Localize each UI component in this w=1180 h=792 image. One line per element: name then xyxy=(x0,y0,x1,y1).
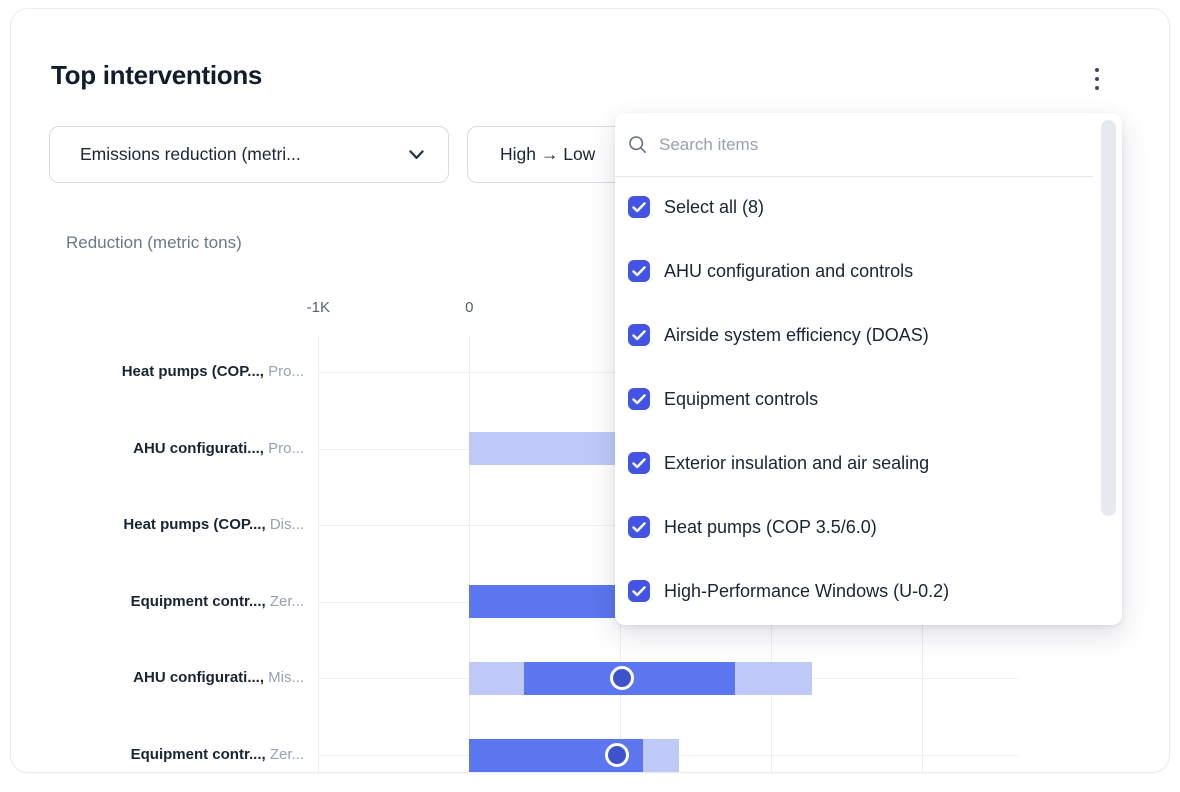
x-gridline xyxy=(469,335,471,772)
scrollbar-thumb[interactable] xyxy=(1101,120,1116,516)
dropdown-item-label: Airside system efficiency (DOAS) xyxy=(664,324,929,345)
search-icon xyxy=(628,135,648,155)
dropdown-item-label: High-Performance Windows (U-0.2) xyxy=(664,580,950,601)
x-tick-label: -1K xyxy=(306,299,330,316)
checkbox-checked-icon[interactable] xyxy=(628,580,650,602)
range-bar-segment xyxy=(642,738,680,772)
median-marker-icon xyxy=(605,743,630,767)
kebab-menu-button[interactable] xyxy=(1083,61,1111,97)
search-input[interactable] xyxy=(659,134,1122,155)
row-label-secondary: Zer... xyxy=(265,592,304,610)
metric-dropdown-button[interactable]: Emissions reduction (metri... xyxy=(49,126,449,183)
dropdown-item-label: AHU configuration and controls xyxy=(664,260,914,281)
dropdown-item[interactable]: Heat pumps (COP 3.5/6.0) xyxy=(615,495,1093,559)
page-title: Top interventions xyxy=(51,60,263,90)
dropdown-item-label: Heat pumps (COP 3.5/6.0) xyxy=(664,516,877,537)
kebab-dot-icon xyxy=(1095,68,1099,72)
row-label: Heat pumps (COP..., Dis... xyxy=(42,516,304,533)
row-label-primary: Equipment contr..., xyxy=(130,746,266,763)
checkbox-checked-icon[interactable] xyxy=(628,260,650,282)
row-label-secondary: Dis... xyxy=(265,516,304,534)
kebab-dot-icon xyxy=(1095,77,1099,81)
row-label-primary: AHU configurati..., xyxy=(133,669,264,687)
kebab-dot-icon xyxy=(1095,86,1099,90)
multiselect-dropdown-panel: Select all (8) AHU configuration and con… xyxy=(615,113,1122,625)
median-marker-icon xyxy=(609,666,634,691)
row-label: AHU configurati..., Pro... xyxy=(42,440,304,457)
sort-dropdown-label: High → Low xyxy=(500,144,596,164)
row-label: Heat pumps (COP..., Pro... xyxy=(42,363,304,380)
dropdown-item[interactable]: Select all (8) xyxy=(615,175,1093,239)
divider xyxy=(615,176,1093,177)
chart-axis-title: Reduction (metric tons) xyxy=(66,233,242,252)
metric-dropdown-label: Emissions reduction (metri... xyxy=(80,144,301,164)
checkbox-checked-icon[interactable] xyxy=(628,324,650,346)
chevron-down-icon xyxy=(409,144,424,165)
range-bar-segment xyxy=(469,661,524,695)
checkbox-checked-icon[interactable] xyxy=(628,452,650,474)
dropdown-item[interactable]: Airside system efficiency (DOAS) xyxy=(615,303,1093,367)
dropdown-item-label: Equipment controls xyxy=(664,388,819,409)
x-gridline xyxy=(318,335,320,772)
row-label-secondary: Zer... xyxy=(265,746,304,763)
dropdown-item[interactable]: AHU configuration and controls xyxy=(615,239,1093,303)
dropdown-item-label: Exterior insulation and air sealing xyxy=(664,452,930,473)
range-bar-segment xyxy=(735,661,813,695)
checkbox-checked-icon[interactable] xyxy=(628,516,650,538)
row-label-secondary: Mis... xyxy=(264,669,304,687)
row-label-primary: Heat pumps (COP..., xyxy=(121,363,264,380)
checkbox-checked-icon[interactable] xyxy=(628,196,650,218)
dropdown-item-label: Select all (8) xyxy=(664,196,765,217)
row-label-secondary: Pro... xyxy=(263,363,304,380)
row-label: AHU configurati..., Mis... xyxy=(42,669,304,686)
x-tick-label: 0 xyxy=(465,299,474,316)
dropdown-item[interactable]: Equipment controls xyxy=(615,367,1093,431)
row-label-primary: Heat pumps (COP..., xyxy=(123,516,266,534)
checkbox-checked-icon[interactable] xyxy=(628,388,650,410)
dropdown-item[interactable]: High-Performance Windows (U-0.2) xyxy=(615,559,1093,623)
row-label-primary: AHU configurati..., xyxy=(133,439,264,457)
search-row xyxy=(615,113,1122,176)
row-label: Equipment contr..., Zer... xyxy=(42,593,304,610)
dropdown-item-list: Select all (8) AHU configuration and con… xyxy=(615,175,1093,623)
row-label: Equipment contr..., Zer... xyxy=(42,746,304,763)
dropdown-item[interactable]: Exterior insulation and air sealing xyxy=(615,431,1093,495)
row-label-secondary: Pro... xyxy=(263,439,304,457)
row-label-primary: Equipment contr..., xyxy=(130,592,266,610)
